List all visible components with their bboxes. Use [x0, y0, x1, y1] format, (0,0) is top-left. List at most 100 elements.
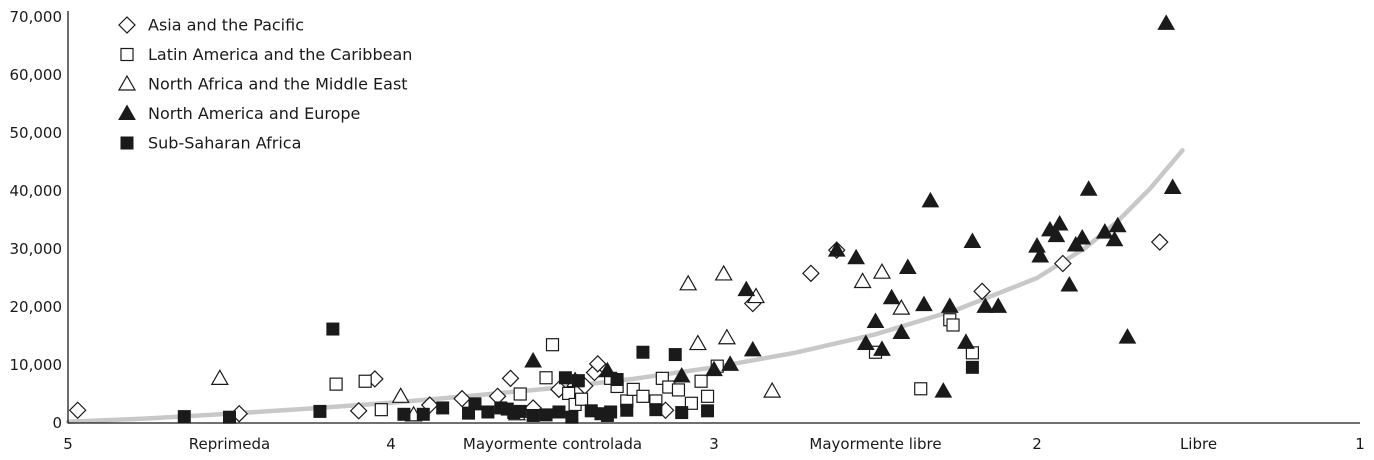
- x-tick-label: 5: [63, 435, 73, 453]
- data-point: [668, 348, 682, 362]
- data-point: [705, 360, 723, 377]
- data-point: [694, 374, 708, 388]
- series-group: [177, 322, 979, 424]
- data-point: [700, 389, 715, 403]
- data-point: [672, 367, 691, 383]
- data-point: [636, 389, 650, 403]
- data-point: [1108, 216, 1127, 233]
- x-tick-label: 4: [386, 435, 396, 453]
- data-point: [416, 407, 430, 421]
- data-point: [853, 272, 872, 289]
- x-category-label: Mayormente controlada: [463, 435, 642, 453]
- data-point: [866, 312, 885, 328]
- y-tick-label: 70,000: [10, 8, 63, 26]
- data-point: [873, 340, 891, 356]
- legend-label: Sub-Saharan Africa: [148, 134, 301, 153]
- data-point: [1118, 328, 1137, 344]
- data-point: [604, 405, 618, 419]
- data-point: [329, 377, 343, 391]
- y-tick-label: 20,000: [10, 298, 63, 316]
- x-category-label: Mayormente libre: [809, 435, 941, 453]
- data-point: [558, 371, 572, 385]
- data-point: [545, 338, 560, 352]
- data-point: [539, 408, 553, 422]
- data-point: [934, 382, 953, 398]
- legend-marker: [118, 104, 136, 120]
- data-point: [1079, 180, 1098, 196]
- data-point: [1047, 226, 1066, 243]
- y-tick-label: 40,000: [10, 182, 63, 200]
- data-point: [675, 406, 689, 420]
- trend-line: [65, 148, 1185, 425]
- data-point: [965, 360, 979, 374]
- data-point: [940, 297, 959, 313]
- data-point: [313, 404, 327, 418]
- data-point: [565, 410, 579, 424]
- data-point: [989, 297, 1008, 313]
- data-point: [671, 383, 686, 397]
- data-point: [714, 264, 733, 281]
- y-tick-label: 50,000: [10, 124, 63, 142]
- data-point: [468, 397, 482, 411]
- legend-marker: [118, 16, 136, 34]
- data-point: [701, 404, 715, 418]
- y-tick-label: 30,000: [10, 240, 63, 258]
- y-tick-label: 0: [52, 414, 62, 432]
- legend-label: Asia and the Pacific: [148, 16, 304, 35]
- data-point: [915, 295, 933, 312]
- data-point: [1105, 230, 1124, 247]
- x-tick-label: 3: [709, 435, 719, 453]
- data-point: [1050, 215, 1069, 231]
- data-point: [626, 382, 640, 396]
- data-point: [636, 345, 650, 359]
- data-points-layer: [68, 14, 1182, 424]
- data-point: [892, 298, 911, 315]
- data-point: [1073, 228, 1092, 245]
- data-point: [802, 264, 820, 283]
- data-point: [882, 288, 901, 305]
- tick-labels: 0 10,000 20,000 30,000 40,000 50,000 60,000 70,…: [10, 8, 1365, 453]
- x-tick-label: 2: [1032, 435, 1042, 453]
- data-point: [1163, 178, 1182, 195]
- data-point: [610, 373, 624, 386]
- legend-label: North America and Europe: [148, 104, 360, 123]
- data-point: [737, 280, 756, 297]
- data-point: [921, 191, 940, 208]
- data-point: [223, 410, 236, 424]
- data-point: [513, 404, 527, 418]
- axes: [67, 11, 1360, 424]
- data-point: [481, 405, 495, 419]
- data-point: [688, 334, 707, 351]
- data-point: [743, 340, 762, 357]
- data-point: [1060, 275, 1079, 292]
- data-point: [326, 322, 340, 336]
- data-point: [501, 369, 520, 388]
- data-point: [210, 369, 229, 385]
- data-point: [963, 232, 982, 248]
- data-point: [588, 354, 607, 373]
- trend-line-layer: [65, 148, 1185, 425]
- data-point: [763, 381, 782, 398]
- data-point: [177, 410, 191, 424]
- data-point: [571, 374, 585, 388]
- data-point: [397, 407, 411, 421]
- data-point: [620, 403, 634, 417]
- data-point: [679, 274, 698, 291]
- data-point: [453, 389, 471, 408]
- data-point: [847, 248, 865, 265]
- data-point: [391, 387, 410, 403]
- data-point: [513, 387, 527, 401]
- y-tick-label: 60,000: [10, 66, 63, 84]
- data-point: [552, 405, 566, 419]
- legend-marker: [117, 74, 137, 91]
- data-point: [914, 382, 928, 396]
- series-group: [68, 233, 1169, 423]
- data-point: [349, 401, 368, 420]
- series-group: [210, 262, 911, 422]
- data-point: [358, 374, 372, 388]
- x-category-label: Libre: [1180, 435, 1217, 453]
- data-point: [717, 328, 736, 345]
- data-point: [1095, 223, 1114, 239]
- data-point: [1150, 233, 1169, 251]
